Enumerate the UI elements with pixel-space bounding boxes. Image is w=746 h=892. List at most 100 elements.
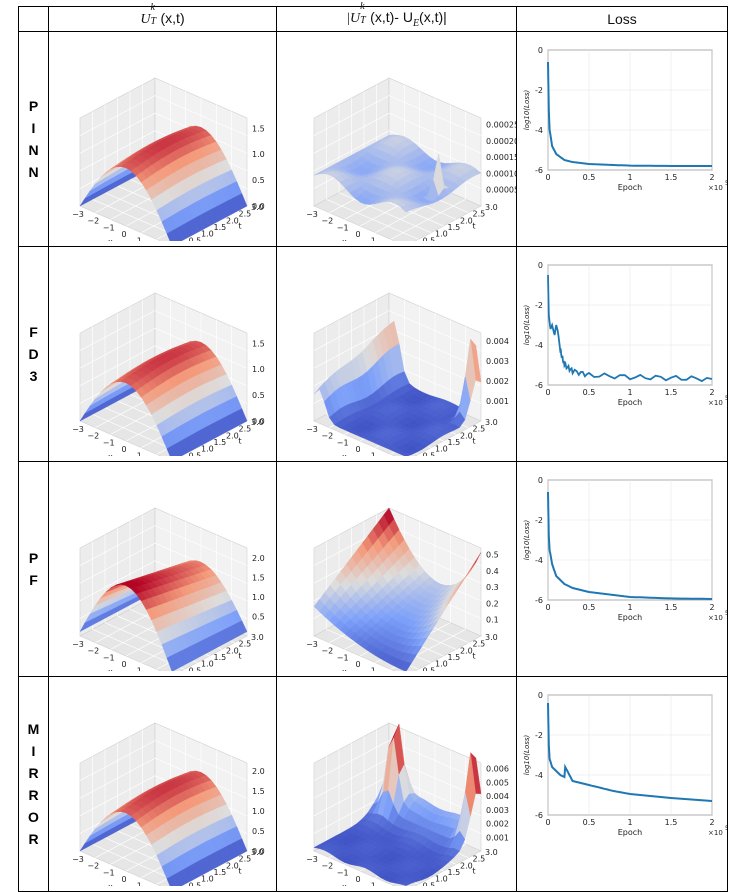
z-tick-label: 2.0	[252, 767, 265, 776]
grid-line	[313, 112, 481, 154]
x-multiplier-exponent: 5	[725, 610, 727, 617]
x-tick-label: −2	[321, 217, 333, 226]
loss-axes: 0 0.5 1 1.5 2 0 -2 -4 -6 Epoch ×105 log10(Loss)	[523, 261, 729, 407]
grid-line	[313, 740, 481, 781]
t-tick-label: 0.5	[188, 666, 201, 671]
error-cell: −3−2−10123x0.00.51.01.52.02.53.0t0.00005…	[276, 31, 519, 259]
t-tick-label: 2.0	[460, 216, 473, 225]
x-tick-label: 0	[545, 603, 550, 612]
y-axis-label: log10(Loss)	[523, 734, 531, 775]
x-axis-label: Epoch	[617, 613, 642, 622]
z-tick-label: 0.5	[252, 612, 265, 621]
loss-plot: 0 0.5 1 1.5 2 0 -2 -4 -6 Epoch ×105 log10(Loss)	[523, 261, 729, 407]
loss-plot: 0 0.5 1 1.5 2 0 -2 -4 -6 Epoch ×105 log10(Loss)	[523, 476, 729, 622]
x-tick-label: 1	[370, 237, 375, 241]
x-tick-label: 1.5	[664, 388, 677, 397]
surface	[79, 340, 247, 462]
method-letter: R	[28, 787, 39, 803]
z-tick-label: 2.0	[252, 554, 265, 563]
y-tick-label: -2	[535, 86, 543, 95]
z-tick-label: 0.00020	[486, 137, 516, 146]
x-multiplier: ×10	[708, 829, 723, 837]
t-axis-label: t	[238, 867, 241, 876]
error-surface-plot: −3−2−10123x0.00.51.01.52.02.53.0t0.0010.…	[306, 722, 509, 892]
surface-patch	[166, 655, 178, 672]
t-tick-label: 1.5	[213, 868, 226, 877]
x-tick-label: 1.5	[664, 818, 677, 827]
z-tick-label: 1.5	[252, 124, 265, 133]
grid-line	[79, 112, 247, 154]
x-tick-label: −2	[87, 432, 99, 441]
surface	[313, 320, 481, 457]
grid-line	[313, 310, 481, 351]
z-tick-label: 0.00025	[486, 121, 516, 130]
method-letter: R	[28, 831, 39, 847]
z-tick-label: 0.002	[486, 820, 509, 829]
x-multiplier-exponent: 5	[725, 395, 727, 402]
t-tick-label: 1.0	[201, 445, 214, 454]
t-tick-label: 2.5	[472, 640, 485, 649]
x-tick-label: 1	[627, 388, 632, 397]
z-tick-label: 0.003	[486, 806, 509, 815]
grid-line	[79, 542, 247, 584]
surface-patch	[399, 881, 412, 886]
x-tick-label: 0	[545, 173, 550, 182]
x-axis-label: x	[341, 238, 346, 241]
x-tick-label: 1	[370, 452, 375, 456]
x-tick-label: 1	[136, 452, 141, 456]
t-tick-label: 1.5	[447, 653, 460, 662]
x-tick-label: −2	[87, 862, 99, 871]
x-axis-label: x	[107, 453, 112, 456]
z-tick-label: 0.1	[486, 616, 499, 625]
x-tick-label: 0	[355, 660, 360, 669]
t-axis-label: t	[238, 437, 241, 446]
solution-cell: −3−2−10123x0.00.51.01.52.02.53.0t0.00.51…	[48, 31, 277, 259]
y-axis-label: log10(Loss)	[523, 519, 531, 560]
x-tick-label: −1	[336, 868, 348, 877]
t-tick-label: 1.0	[201, 875, 214, 884]
x-tick-label: 0.5	[582, 818, 595, 827]
x-tick-label: 2	[709, 818, 714, 827]
t-tick-label: 2.0	[226, 431, 239, 440]
y-tick-label: 0	[537, 46, 542, 55]
x-tick-label: 1	[370, 882, 375, 886]
x-multiplier: ×10	[708, 184, 723, 192]
x-axis-label: x	[107, 668, 112, 671]
method-letter: P	[28, 98, 39, 114]
x-tick-label: 2	[709, 603, 714, 612]
x-tick-label: −2	[321, 647, 333, 656]
t-tick-label: 1.0	[201, 660, 214, 669]
t-tick-label: 0.5	[422, 451, 435, 456]
t-tick-label: 1.5	[213, 438, 226, 447]
x-axis-label: Epoch	[617, 183, 642, 192]
method-letter: N	[28, 164, 39, 180]
y-axis-label: log10(Loss)	[523, 89, 531, 130]
method-letter: I	[31, 743, 36, 759]
grid-line	[79, 740, 247, 781]
t-tick-label: 0.5	[422, 236, 435, 241]
x-tick-label: −2	[321, 432, 333, 441]
surface-patch	[400, 204, 412, 213]
grid-line	[313, 130, 481, 172]
z-tick-label: 0.002	[486, 377, 509, 386]
error-surface-plot: −3−2−10123x0.00.51.01.52.02.53.0t0.10.20…	[306, 507, 499, 689]
t-tick-label: 2.5	[238, 855, 251, 864]
t-tick-label: 0.5	[422, 666, 435, 671]
x-tick-label: 0	[355, 875, 360, 884]
grid-line	[79, 95, 247, 136]
t-tick-label: 2.0	[226, 216, 239, 225]
x-tick-label: 0	[545, 818, 550, 827]
t-axis-label: t	[238, 652, 241, 661]
header-error: |U k T (x,t)- UE(x,t)|	[276, 1, 517, 32]
method-letter: D	[28, 346, 39, 362]
x-tick-label: 0	[355, 445, 360, 454]
x-multiplier: ×10	[708, 399, 723, 407]
loss-series-line	[546, 61, 712, 167]
solution-cell: −3−2−10123x0.00.51.01.52.02.53.0t0.51.01…	[48, 461, 277, 689]
x-tick-label: −2	[87, 647, 99, 656]
t-tick-label: 1.5	[447, 438, 460, 447]
z-tick-label: 1.5	[252, 339, 265, 348]
method-letter: O	[28, 809, 39, 825]
t-tick-label: 2.5	[238, 640, 251, 649]
